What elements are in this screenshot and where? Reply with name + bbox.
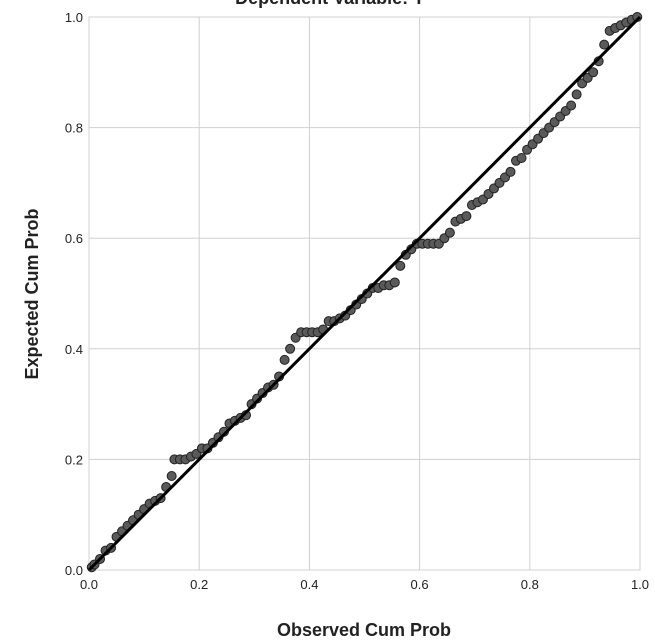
data-point [286, 344, 295, 353]
x-tick-label: 0.2 [190, 577, 208, 592]
x-tick-label: 0.4 [300, 577, 318, 592]
x-tick-label: 0.6 [411, 577, 429, 592]
data-point [390, 278, 399, 287]
x-tick-label: 0.8 [521, 577, 539, 592]
x-tick-label: 1.0 [631, 577, 649, 592]
chart-title: Dependent Variable: Y [235, 0, 425, 8]
y-tick-label: 1.0 [65, 10, 83, 25]
data-point [167, 471, 176, 480]
y-axis-label: Expected Cum Prob [22, 208, 42, 379]
data-point [462, 212, 471, 221]
data-point [572, 90, 581, 99]
data-point [567, 101, 576, 110]
y-tick-label: 0.8 [65, 121, 83, 136]
data-point [517, 154, 526, 163]
page: Dependent Variable: Y Observed Cum Prob … [0, 0, 655, 642]
data-point [280, 355, 289, 364]
y-tick-label: 0.6 [65, 231, 83, 246]
x-tick-label: 0.0 [80, 577, 98, 592]
y-tick-label: 0.4 [65, 342, 83, 357]
y-tick-label: 0.0 [65, 563, 83, 578]
x-axis-label: Observed Cum Prob [277, 620, 451, 640]
data-point [506, 167, 515, 176]
data-point [445, 228, 454, 237]
y-tick-label: 0.2 [65, 452, 83, 467]
chart: Dependent Variable: Y Observed Cum Prob … [0, 0, 655, 642]
